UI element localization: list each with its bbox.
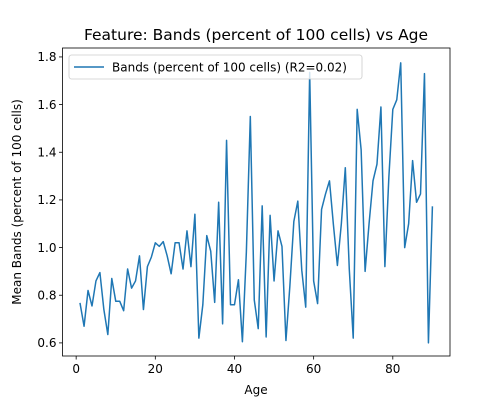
y-tick-label: 1.8: [37, 50, 56, 64]
y-tick-label: 1.2: [37, 193, 56, 207]
x-tick-label: 20: [148, 362, 163, 376]
legend-label: Bands (percent of 100 cells) (R2=0.02): [112, 61, 347, 75]
x-axis-label: Age: [244, 383, 267, 397]
x-tick-label: 40: [227, 362, 242, 376]
legend: Bands (percent of 100 cells) (R2=0.02): [69, 55, 362, 79]
y-tick-label: 1.4: [37, 145, 56, 159]
x-tick-label: 80: [385, 362, 400, 376]
y-tick-label: 0.8: [37, 288, 56, 302]
chart-title: Feature: Bands (percent of 100 cells) vs…: [84, 26, 428, 44]
y-tick-label: 0.6: [37, 336, 56, 350]
y-tick-label: 1.6: [37, 98, 56, 112]
y-axis-label: Mean Bands (percent of 100 cells): [10, 99, 24, 305]
x-tick-label: 60: [306, 362, 321, 376]
x-tick-label: 0: [72, 362, 80, 376]
y-tick-label: 1.0: [37, 241, 56, 255]
